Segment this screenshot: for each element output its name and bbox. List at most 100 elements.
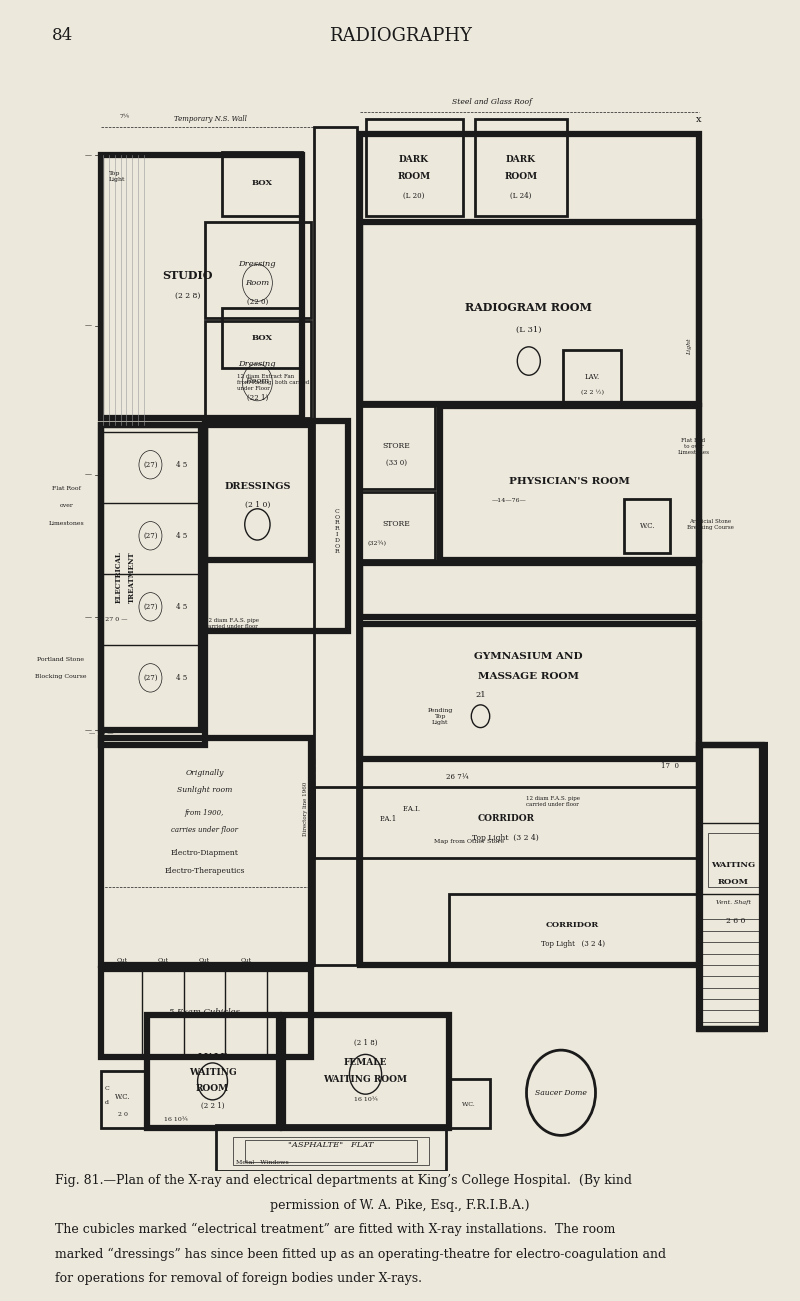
Bar: [360, 563, 699, 758]
Text: 7¼: 7¼: [119, 114, 129, 120]
Text: over: over: [60, 503, 74, 509]
Text: W.C.: W.C.: [115, 1093, 130, 1101]
Text: 84: 84: [52, 27, 74, 44]
Bar: [101, 969, 311, 1058]
Text: (2 2 1): (2 2 1): [201, 1102, 224, 1110]
Bar: [700, 744, 767, 1029]
Bar: [563, 350, 621, 403]
Bar: [222, 308, 302, 368]
Text: x: x: [696, 200, 702, 209]
Text: Dressing: Dressing: [238, 360, 276, 368]
Text: DRESSINGS: DRESSINGS: [224, 481, 290, 490]
Bar: [360, 406, 434, 489]
Text: (2 2 ½): (2 2 ½): [581, 390, 603, 396]
Text: — 10 —: — 10 —: [89, 731, 114, 736]
Bar: [222, 152, 302, 216]
Text: Cut: Cut: [116, 958, 127, 963]
Text: STORE: STORE: [382, 520, 410, 528]
Text: WAITING: WAITING: [189, 1068, 237, 1077]
Text: LAV.: LAV.: [585, 372, 600, 381]
Text: — 27 0 —: — 27 0 —: [98, 617, 128, 622]
Text: 26 7¼: 26 7¼: [446, 773, 469, 782]
Bar: [101, 738, 311, 965]
Text: Temporary N.S. Wall: Temporary N.S. Wall: [174, 116, 246, 124]
Text: RADIOGRAPHY: RADIOGRAPHY: [329, 27, 471, 44]
Text: (22 1): (22 1): [246, 394, 268, 402]
Text: (L 31): (L 31): [516, 325, 542, 334]
Bar: [101, 1072, 145, 1128]
Bar: [101, 425, 201, 730]
Text: 21: 21: [475, 691, 486, 699]
Text: Artificial Stone
Breaking Course: Artificial Stone Breaking Course: [687, 519, 734, 530]
Text: Cut: Cut: [158, 958, 169, 963]
Text: 16 10¾: 16 10¾: [164, 1118, 188, 1123]
Text: (2 2 8): (2 2 8): [174, 291, 200, 299]
Text: STORE: STORE: [382, 442, 410, 450]
Text: ¹/₄: ¹/₄: [362, 131, 369, 137]
Text: Directory line 1960: Directory line 1960: [303, 782, 308, 835]
Text: 4 5: 4 5: [176, 602, 187, 611]
Bar: [282, 1015, 450, 1128]
Text: permission of W. A. Pike, Esq., F.R.I.B.A.): permission of W. A. Pike, Esq., F.R.I.B.…: [270, 1198, 530, 1211]
Text: (22 0): (22 0): [246, 298, 268, 306]
Text: Dressing: Dressing: [238, 260, 276, 268]
Text: "ASPHALTE"   FLAT: "ASPHALTE" FLAT: [288, 1141, 374, 1149]
Text: C: C: [104, 1086, 109, 1092]
Text: ROOM: ROOM: [718, 878, 749, 886]
Text: 4 5: 4 5: [176, 461, 187, 468]
Text: CORRIDOR: CORRIDOR: [478, 814, 534, 824]
Text: ROOM: ROOM: [196, 1084, 229, 1093]
Text: —: —: [85, 471, 92, 479]
Text: BOX: BOX: [251, 180, 273, 187]
Text: —14—76—: —14—76—: [492, 498, 526, 502]
Text: (27): (27): [143, 602, 158, 611]
Text: (2 1 8): (2 1 8): [354, 1039, 378, 1047]
Bar: [700, 822, 767, 894]
Text: Room: Room: [246, 377, 270, 385]
Bar: [699, 744, 762, 1029]
Text: ELECTRICAL: ELECTRICAL: [114, 552, 122, 602]
Text: RADIOGRAM ROOM: RADIOGRAM ROOM: [466, 302, 592, 312]
Text: Top Light   (3 2 4): Top Light (3 2 4): [541, 939, 605, 947]
Text: 12 diam F.A.S. pipe
carried under floor: 12 diam F.A.S. pipe carried under floor: [526, 796, 581, 807]
Text: P.A.1: P.A.1: [380, 814, 397, 822]
Text: 12 diam Extract Fan
from Radiog. both carried
under Floor: 12 diam Extract Fan from Radiog. both ca…: [237, 375, 309, 390]
Bar: [624, 498, 670, 553]
Text: The cubicles marked “electrical treatment” are fitted with X-ray installations. : The cubicles marked “electrical treatmen…: [55, 1223, 615, 1236]
Bar: [147, 1015, 279, 1128]
Text: ROOM: ROOM: [504, 172, 538, 181]
Text: STUDIO: STUDIO: [162, 271, 213, 281]
Text: ROOM: ROOM: [398, 172, 430, 181]
Text: (L 24): (L 24): [510, 193, 531, 200]
Text: MASSAGE ROOM: MASSAGE ROOM: [478, 671, 579, 680]
Text: F.A.I.: F.A.I.: [402, 804, 421, 813]
Text: PHYSICIAN'S ROOM: PHYSICIAN'S ROOM: [509, 477, 630, 487]
Text: Room: Room: [246, 278, 270, 288]
Text: Originally: Originally: [186, 769, 224, 777]
Text: d: d: [105, 1101, 109, 1106]
Text: WAITING: WAITING: [711, 861, 755, 869]
Bar: [205, 321, 311, 418]
Text: x: x: [696, 114, 702, 124]
Text: C
O
R
R
I
D
O
R: C O R R I D O R: [334, 509, 339, 554]
Text: W.C.: W.C.: [462, 1102, 476, 1107]
Bar: [474, 120, 566, 216]
Text: Blocking Course: Blocking Course: [35, 674, 86, 679]
Text: W.C.: W.C.: [639, 522, 655, 530]
Text: —: —: [85, 151, 92, 159]
Bar: [205, 221, 311, 319]
Text: 5 Exam Cubicles: 5 Exam Cubicles: [169, 1008, 240, 1016]
Text: CORRIDOR: CORRIDOR: [546, 921, 599, 929]
Text: from 1900,: from 1900,: [185, 809, 224, 817]
Text: Cut: Cut: [199, 958, 210, 963]
Text: 2 0: 2 0: [118, 1111, 128, 1116]
Text: Steel and Glass Roof: Steel and Glass Roof: [452, 99, 532, 107]
Bar: [205, 425, 311, 559]
Text: FEMALE: FEMALE: [344, 1059, 387, 1067]
Text: (32¾): (32¾): [368, 540, 387, 545]
Bar: [245, 1140, 418, 1162]
Text: (2 1 0): (2 1 0): [245, 501, 270, 509]
Text: 17  0: 17 0: [662, 762, 679, 770]
Text: Flat Roof: Flat Roof: [52, 487, 81, 492]
Text: —: —: [85, 613, 92, 621]
